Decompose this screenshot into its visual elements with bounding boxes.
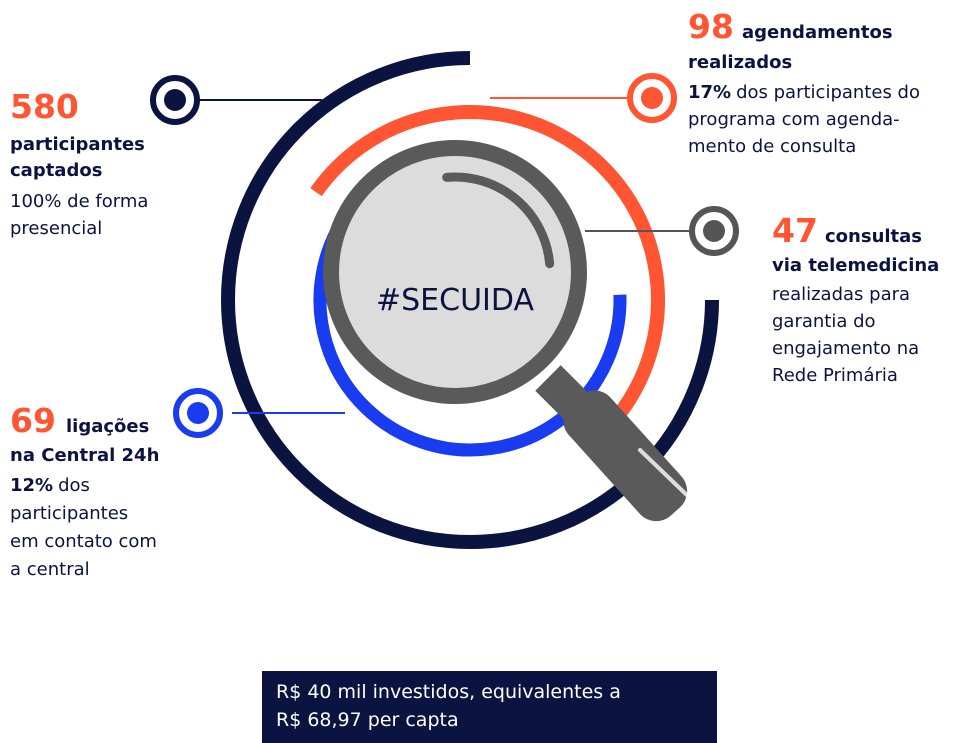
stat-number: 47 (772, 211, 818, 250)
center-label: #SECUIDA (376, 283, 534, 318)
stat-description: 100% de forma (10, 191, 148, 212)
stat-description: participantes (10, 503, 128, 524)
stat-description: a central (10, 559, 90, 580)
stat-description: presencial (10, 218, 102, 239)
stat-label: via telemedicina (772, 255, 939, 276)
stat-description: dos participantes do (736, 82, 920, 103)
stat-description: realizadas para (772, 284, 910, 305)
marker-dot (173, 388, 223, 438)
footer-text: R$ 40 mil investidos, equivalentes a (276, 681, 621, 703)
stat-highlight: 17% (688, 82, 731, 103)
stat-label: na Central 24h (10, 445, 159, 466)
stat-label: agendamentos (742, 22, 893, 43)
ring-arc (313, 203, 627, 457)
footer-text: R$ 68,97 per capta (276, 709, 459, 731)
stat-description: programa com agenda- (688, 109, 900, 130)
stat-description: mento de consulta (688, 136, 856, 157)
magnifier (323, 140, 694, 522)
stat-description: garantia do (772, 311, 876, 332)
stat-highlight: 12% (10, 475, 53, 496)
stat-label: captados (10, 160, 102, 181)
stat-description: 17% dos participantes do (688, 82, 920, 103)
stat-description: engajamento na (772, 338, 919, 359)
ring-arc (310, 105, 665, 421)
stat-number: 98 (688, 7, 734, 46)
stat-description: Rede Primária (772, 365, 898, 386)
stat-label: realizados (688, 52, 792, 73)
marker-dot (150, 75, 200, 125)
stat-description: 12% dos (10, 475, 90, 496)
stat-description: dos (58, 475, 90, 496)
stat-description: em contato com (10, 531, 157, 552)
stat-number: 580 (10, 87, 79, 126)
stat-label: participantes (10, 134, 145, 155)
footer-box (262, 671, 717, 743)
stat-label: consultas (825, 226, 922, 247)
marker-dot (627, 73, 677, 123)
stat-number: 69 (10, 401, 56, 440)
marker-dot (689, 206, 739, 256)
stat-label: ligações (66, 416, 149, 437)
